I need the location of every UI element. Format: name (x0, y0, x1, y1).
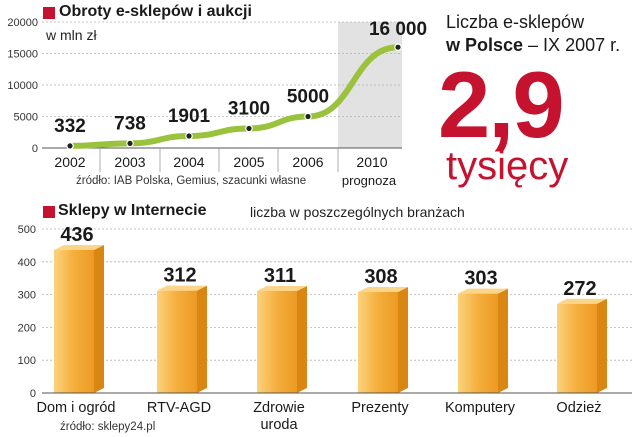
line-point-2004 (185, 132, 193, 140)
bar-y-tick-4: 400 (18, 257, 36, 269)
bar-side-zdrowie-uroda (297, 285, 307, 393)
line-x-label-2003: 2003 (114, 154, 145, 170)
bar-side-komputery (498, 288, 508, 393)
bar-dom-i-ogród (54, 249, 94, 393)
line-chart-subtitle: w mln zł (46, 27, 97, 43)
line-y-tick-3: 15000 (7, 49, 38, 61)
bar-y-tick-3: 300 (18, 290, 36, 302)
bar-chart-subtitle: liczba w poszczególnych branżach (250, 204, 465, 220)
bar-top-komputery (458, 288, 508, 294)
bar-top-dom-i-ogród (54, 244, 104, 250)
bar-zdrowie-uroda (257, 290, 297, 393)
line-data-label-2006: 5000 (287, 87, 329, 108)
bar-top-odzież (557, 298, 607, 304)
line-x-label-2010: 2010 (356, 154, 387, 170)
bar-side-prezenty (398, 286, 408, 393)
bar-category-label-komputery-0: Komputery (445, 400, 516, 416)
bar-y-tick-5: 500 (18, 224, 36, 236)
bar-chart-source: źródło: sklepy24.pl (60, 421, 156, 433)
bar-category-label-odzież-0: Odzież (556, 400, 601, 416)
bar-category-label-dom-i-ogród-0: Dom i ogród (37, 400, 116, 416)
headline-value: 2,9 (438, 52, 565, 157)
bar-y-tick-1: 100 (18, 355, 36, 367)
bar-data-label-dom-i-ogród: 436 (60, 224, 93, 246)
bar-y-tick-2: 200 (18, 322, 36, 334)
bar-top-prezenty (358, 286, 408, 292)
bar-chart-title: Sklepy w Internecie (58, 202, 207, 219)
headline-unit: tysięcy (446, 144, 569, 188)
bar-category-label-rtv-agd-0: RTV-AGD (147, 400, 211, 416)
bar-y-tick-0: 0 (30, 388, 36, 400)
line-y-tick-2: 10000 (7, 80, 38, 92)
headline-country: w Polsce (446, 35, 524, 55)
headline-line1: Liczba e-sklepów (446, 12, 585, 32)
line-y-tick-0: 0 (32, 143, 38, 155)
line-point-2005 (245, 124, 253, 133)
line-data-label-2002: 332 (54, 116, 86, 137)
line-chart: 0 5000 10000 15000 20000 332 738 1901 3100 5000 16… (7, 17, 427, 188)
bar-data-label-odzież: 272 (563, 278, 596, 300)
bar-data-label-rtv-agd: 312 (163, 265, 196, 287)
bar-category-label-prezenty-0: Prezenty (351, 400, 409, 416)
bar-category-label-zdrowie-uroda-1: uroda (260, 417, 298, 433)
line-point-2006 (304, 112, 312, 121)
line-x-sublabel-2010: prognoza (342, 173, 397, 188)
headline-date: – IX 2007 r. (523, 35, 621, 55)
line-chart-source: źródło: IAB Polska, Gemius, szacunki wła… (76, 175, 307, 187)
bar-title-marker-square (43, 206, 55, 218)
line-point-2002 (66, 142, 74, 150)
bar-prezenty (358, 291, 398, 393)
bar-side-dom-i-ogród (94, 244, 104, 393)
line-x-label-2006: 2006 (292, 154, 323, 170)
bar-komputery (458, 293, 498, 393)
line-chart-title: Obroty e-sklepów i aukcji (59, 3, 252, 20)
bar-side-odzież (597, 298, 607, 393)
title-marker-square (43, 7, 55, 19)
line-data-label-2003: 738 (114, 113, 146, 134)
bar-category-label-zdrowie-uroda-0: Zdrowie (253, 400, 305, 416)
bar-data-label-prezenty: 308 (364, 266, 397, 288)
bar-data-label-zdrowie-uroda: 311 (264, 265, 296, 287)
line-x-label-2004: 2004 (173, 154, 204, 170)
line-x-label-2002: 2002 (54, 154, 85, 170)
bar-rtv-agd (157, 290, 197, 393)
line-x-label-2005: 2005 (233, 154, 264, 170)
bar-odzież (557, 303, 597, 393)
line-data-label-2004: 1901 (168, 106, 211, 127)
line-point-2010 (394, 43, 402, 52)
bar-top-zdrowie-uroda (257, 285, 307, 291)
line-data-label-2005: 3100 (228, 98, 270, 119)
line-data-label-2010: 16 000 (369, 19, 427, 40)
bar-data-label-komputery: 303 (464, 268, 497, 290)
bar-side-rtv-agd (197, 285, 207, 393)
headline-line2: w Polsce – IX 2007 r. (446, 34, 620, 57)
line-point-2003 (126, 139, 134, 148)
bar-top-rtv-agd (157, 285, 207, 291)
bar-chart: 0 100 200 300 400 500 436 Dom i ogród 312 RTV-AGD… (18, 224, 632, 433)
line-y-tick-1: 5000 (14, 112, 38, 124)
line-y-tick-4: 20000 (7, 17, 38, 29)
